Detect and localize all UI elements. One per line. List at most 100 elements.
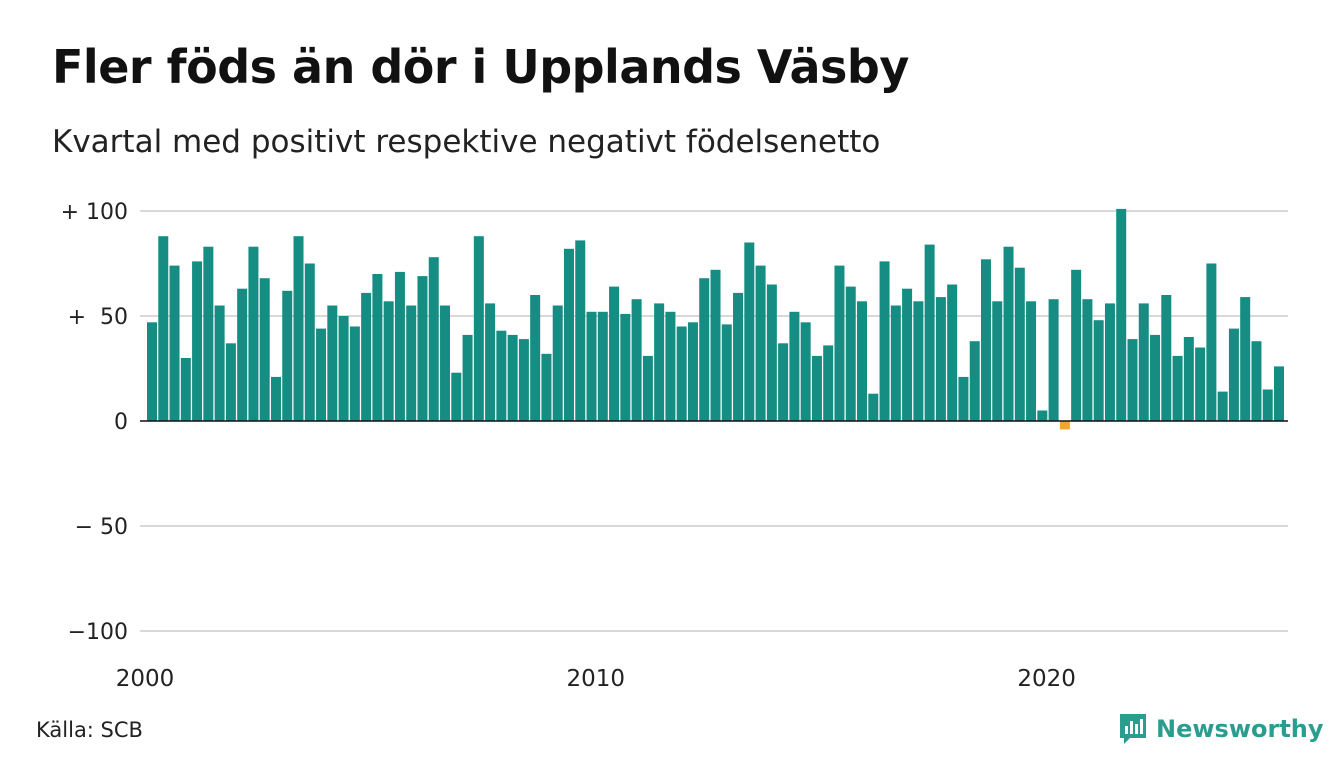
bar-positive — [327, 305, 338, 421]
bar-positive — [575, 240, 586, 421]
bar-positive — [394, 271, 405, 421]
bar-positive — [496, 330, 507, 421]
bar-positive — [1150, 334, 1161, 421]
source-note: Källa: SCB — [36, 718, 143, 742]
bar-positive — [338, 316, 349, 421]
x-tick-label: 2010 — [567, 666, 626, 692]
bar-positive — [203, 246, 214, 421]
bar-positive — [1251, 341, 1262, 421]
bar-positive — [609, 286, 620, 421]
bar-positive — [147, 322, 157, 421]
bar-positive — [935, 297, 946, 421]
bar-positive — [169, 265, 180, 421]
bar-positive — [789, 311, 800, 421]
bar-positive — [259, 278, 270, 421]
bar-positive — [631, 299, 642, 421]
bar-positive — [383, 301, 394, 421]
bar-positive — [1138, 303, 1149, 421]
bar-positive — [1240, 297, 1251, 421]
bar-positive — [1048, 299, 1059, 421]
bar-positive — [462, 334, 473, 421]
bar-positive — [947, 284, 958, 421]
bar-positive — [1217, 391, 1228, 421]
bar-positive — [687, 322, 698, 421]
bar-positive — [800, 322, 811, 421]
bar-positive — [755, 265, 766, 421]
bar-positive — [744, 242, 755, 421]
bar-positive — [890, 305, 901, 421]
newsworthy-logo-icon — [1120, 714, 1146, 744]
bar-positive — [282, 290, 293, 421]
bar-positive — [1093, 320, 1104, 421]
bar-positive — [248, 246, 259, 421]
bar-positive — [1003, 246, 1014, 421]
bar-positive — [180, 358, 191, 421]
bar-positive — [552, 305, 563, 421]
bar-positive — [857, 301, 868, 421]
bar-positive — [214, 305, 225, 421]
bar-positive — [879, 261, 890, 421]
bar-positive — [710, 269, 721, 421]
bar-positive — [1183, 337, 1194, 421]
bar-positive — [518, 339, 529, 421]
bar-positive — [699, 278, 710, 421]
bar-positive — [1071, 269, 1082, 421]
bar-positive — [586, 311, 597, 421]
bar-positive — [304, 263, 315, 421]
bar-positive — [349, 326, 360, 421]
bar-positive — [834, 265, 845, 421]
x-axis-tick-labels: 2000 2010 2020 — [116, 666, 1076, 692]
brand-logo: Newsworthy — [1118, 712, 1324, 746]
bar-positive — [293, 236, 304, 421]
bar-positive — [563, 248, 574, 421]
y-tick-label: − 50 — [75, 515, 128, 540]
bar-positive — [597, 311, 608, 421]
chart-title: Fler föds än dör i Upplands Väsby — [52, 40, 909, 94]
bar-negative — [1059, 421, 1070, 430]
bar-positive — [1195, 347, 1206, 421]
bar-positive — [406, 305, 417, 421]
bar-positive — [372, 274, 383, 421]
bar-positive — [316, 328, 327, 421]
y-tick-label: 0 — [114, 410, 128, 435]
bar-positive — [958, 376, 969, 421]
bar-positive — [1026, 301, 1037, 421]
brand-name: Newsworthy — [1156, 715, 1324, 743]
bar-positive — [1161, 295, 1172, 421]
bar-positive — [868, 393, 879, 421]
bar-positive — [1206, 263, 1217, 421]
bars — [147, 208, 1284, 430]
bar-positive — [1037, 410, 1048, 421]
y-tick-label: −100 — [68, 620, 128, 645]
bar-positive — [969, 341, 980, 421]
y-tick-label: + 100 — [61, 200, 128, 225]
grid-lines — [140, 210, 1288, 632]
x-tick-label: 2000 — [116, 666, 175, 692]
bar-positive — [270, 376, 281, 421]
bar-positive — [1104, 303, 1115, 421]
bar-positive — [507, 334, 518, 421]
y-tick-label: + 50 — [68, 305, 128, 330]
bar-positive — [158, 236, 169, 421]
bar-positive — [823, 345, 834, 421]
bar-positive — [620, 313, 631, 421]
bar-positive — [1082, 299, 1093, 421]
bar-positive — [676, 326, 687, 421]
bar-positive — [1228, 328, 1239, 421]
bar-positive — [417, 276, 428, 421]
chart-subtitle: Kvartal med positivt respektive negativt… — [52, 124, 881, 160]
bar-positive — [642, 355, 653, 421]
bar-positive — [541, 353, 552, 421]
bar-positive — [845, 286, 856, 421]
bar-positive — [721, 324, 732, 421]
bar-positive — [451, 372, 462, 421]
bar-positive — [1172, 355, 1183, 421]
bar-positive — [1014, 267, 1025, 421]
bar-positive — [530, 295, 541, 421]
bar-positive — [733, 292, 744, 421]
bar-positive — [485, 303, 496, 421]
y-axis-tick-labels: + 100 + 50 0 − 50 −100 — [61, 200, 128, 645]
bar-positive — [766, 284, 777, 421]
bar-positive — [1262, 389, 1273, 421]
